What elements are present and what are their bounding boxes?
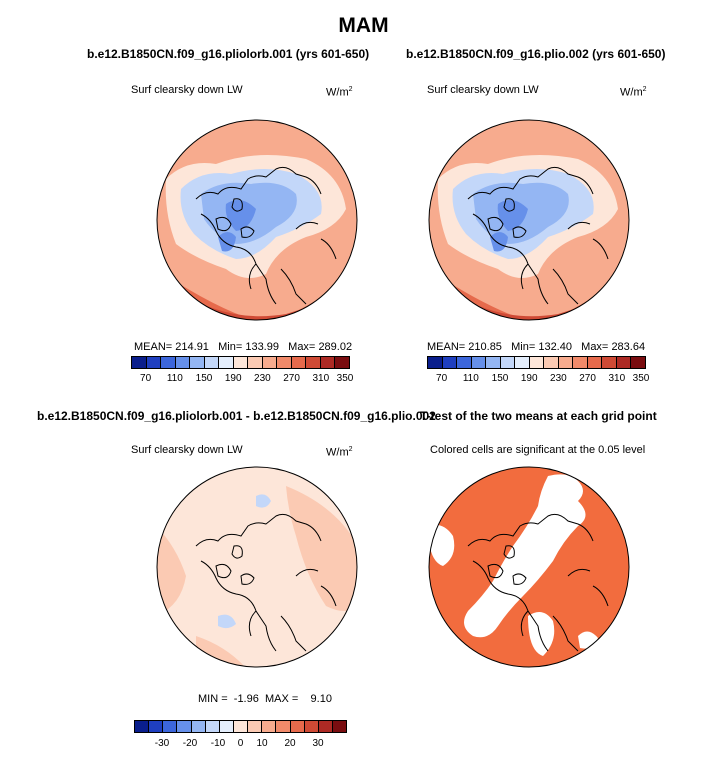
cbar-cell <box>135 721 150 732</box>
cbar-cell <box>332 721 347 732</box>
tick-label: 270 <box>579 373 596 384</box>
cbar-cell <box>291 357 307 368</box>
cbar-cell <box>146 357 162 368</box>
tick-label: 310 <box>608 373 626 384</box>
cbar-cell <box>233 721 249 732</box>
panel-2-title: b.e12.B1850CN.f09_g16.plio.002 (yrs 601-… <box>406 47 666 61</box>
panel-3-colorbar-ticks: -30 -20 -10 0 10 20 30 <box>134 738 347 750</box>
cbar-cell <box>335 357 349 368</box>
panel-1-stats: MEAN= 214.91 Min= 133.99 Max= 289.02 <box>134 341 353 353</box>
panel-2-colorbar <box>427 356 646 369</box>
cbar-cell <box>306 357 321 368</box>
cbar-cell <box>573 357 588 368</box>
tick-label: 150 <box>195 373 213 384</box>
panel-1-map <box>156 119 358 321</box>
cbar-cell <box>304 721 319 732</box>
cbar-cell <box>544 357 559 368</box>
cbar-cell <box>515 357 530 368</box>
tick-label: 20 <box>284 738 296 749</box>
panel-3-stats: MIN = -1.96 MAX = 9.10 <box>198 693 332 705</box>
cbar-cell <box>248 357 263 368</box>
cbar-cell <box>602 357 617 368</box>
tick-label: 30 <box>312 738 324 749</box>
cbar-cell <box>233 357 249 368</box>
tick-label: 270 <box>283 373 300 384</box>
cbar-cell <box>457 357 472 368</box>
cbar-cell <box>149 721 164 732</box>
panel-2-colorbar-ticks: 70 110 150 190 230 270 310 350 <box>427 373 649 385</box>
cbar-cell <box>500 357 516 368</box>
cbar-cell <box>529 357 545 368</box>
tick-label: 190 <box>520 373 538 384</box>
panel-3-map <box>156 466 358 668</box>
cbar-cell <box>161 357 176 368</box>
cbar-cell <box>262 357 278 368</box>
cbar-cell <box>616 357 632 368</box>
panel-4-map <box>428 466 630 668</box>
cbar-cell <box>276 721 291 732</box>
cbar-cell <box>175 357 191 368</box>
tick-label: 350 <box>336 373 354 384</box>
tick-label: 0 <box>237 738 244 749</box>
panel-3-variable: Surf clearsky down LW <box>131 444 243 456</box>
panel-2-variable: Surf clearsky down LW <box>427 84 539 96</box>
cbar-cell <box>320 357 336 368</box>
cbar-cell <box>205 721 220 732</box>
tick-label: -20 <box>182 738 198 749</box>
panel-3-colorbar <box>134 720 347 733</box>
cbar-cell <box>132 357 147 368</box>
cbar-cell <box>190 357 205 368</box>
panel-4-subtitle: Colored cells are significant at the 0.0… <box>430 444 646 456</box>
panel-1-title: b.e12.B1850CN.f09_g16.pliolorb.001 (yrs … <box>87 47 370 61</box>
tick-label: 70 <box>436 373 448 384</box>
cbar-cell <box>191 721 206 732</box>
cbar-cell <box>177 721 192 732</box>
cbar-cell <box>558 357 574 368</box>
tick-label: 10 <box>256 738 268 749</box>
cbar-cell <box>290 721 305 732</box>
tick-label: -10 <box>210 738 226 749</box>
tick-label: -30 <box>154 738 170 749</box>
cbar-cell <box>587 357 603 368</box>
cbar-cell <box>204 357 220 368</box>
panel-1-variable: Surf clearsky down LW <box>131 84 243 96</box>
cbar-cell <box>262 721 277 732</box>
panel-4-title: T-test of the two means at each grid poi… <box>420 409 657 423</box>
panel-1-colorbar-ticks: 70 110 150 190 230 270 310 350 <box>131 373 353 385</box>
panel-1-colorbar <box>131 356 350 369</box>
panel-1-units: W/m2 <box>326 86 353 99</box>
cbar-cell <box>471 357 487 368</box>
cbar-cell <box>428 357 443 368</box>
tick-label: 110 <box>462 373 479 384</box>
tick-label: 190 <box>224 373 242 384</box>
cbar-cell <box>318 721 333 732</box>
cbar-cell <box>248 721 263 732</box>
panel-3-units: W/m2 <box>326 446 353 459</box>
panel-2-units: W/m2 <box>620 86 647 99</box>
panel-2-map <box>428 119 630 321</box>
figure-title: MAM <box>338 14 389 37</box>
panel-3-title: b.e12.B1850CN.f09_g16.pliolorb.001 - b.e… <box>37 409 436 423</box>
tick-label: 230 <box>550 373 567 384</box>
cbar-cell <box>163 721 178 732</box>
tick-label: 70 <box>140 373 152 384</box>
tick-label: 150 <box>491 373 509 384</box>
tick-label: 310 <box>312 373 330 384</box>
cbar-cell <box>486 357 501 368</box>
cbar-cell <box>442 357 458 368</box>
cbar-cell <box>219 721 234 732</box>
panel-2-stats: MEAN= 210.85 Min= 132.40 Max= 283.64 <box>427 341 646 353</box>
tick-label: 230 <box>254 373 271 384</box>
cbar-cell <box>631 357 645 368</box>
cbar-cell <box>277 357 292 368</box>
tick-label: 110 <box>166 373 183 384</box>
tick-label: 350 <box>632 373 650 384</box>
cbar-cell <box>219 357 234 368</box>
